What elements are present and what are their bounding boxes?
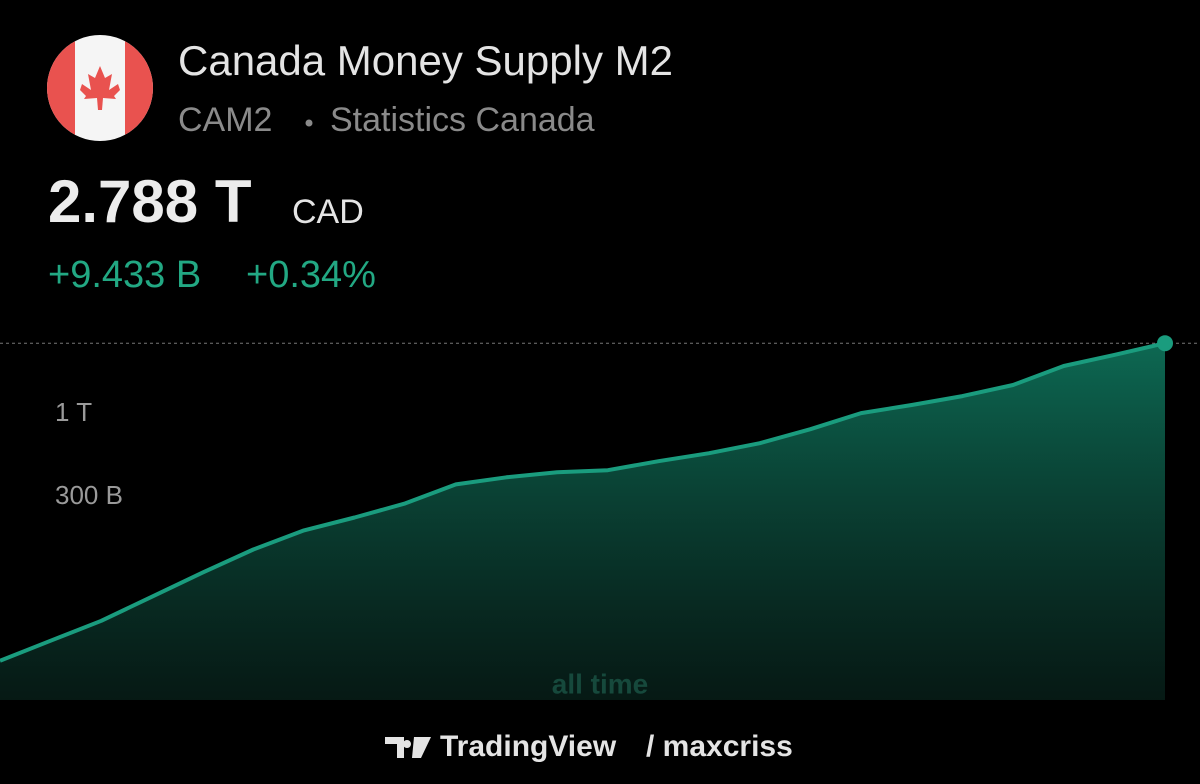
symbol: CAM2 — [178, 101, 272, 139]
plot: 1 T 300 B — [0, 335, 1200, 700]
brand: TradingView — [440, 730, 617, 763]
price: 2.788 T — [48, 168, 251, 235]
y-tick-label: 1 T — [55, 397, 92, 427]
author: / maxcriss — [646, 730, 793, 763]
y-tick-label: 300 B — [55, 480, 123, 510]
flag-icon — [47, 35, 153, 141]
source: Statistics Canada — [330, 101, 595, 139]
area-line — [0, 341, 1166, 663]
change: +9.433 B — [48, 254, 201, 296]
separator — [305, 119, 313, 127]
area-fill — [0, 343, 1165, 700]
brand-logo — [385, 737, 431, 758]
change-percent: +0.34% — [246, 254, 376, 296]
currency: CAD — [292, 193, 364, 231]
title: Canada Money Supply M2 — [178, 37, 673, 84]
range-label: all time — [552, 668, 648, 699]
last-point — [1157, 335, 1173, 352]
